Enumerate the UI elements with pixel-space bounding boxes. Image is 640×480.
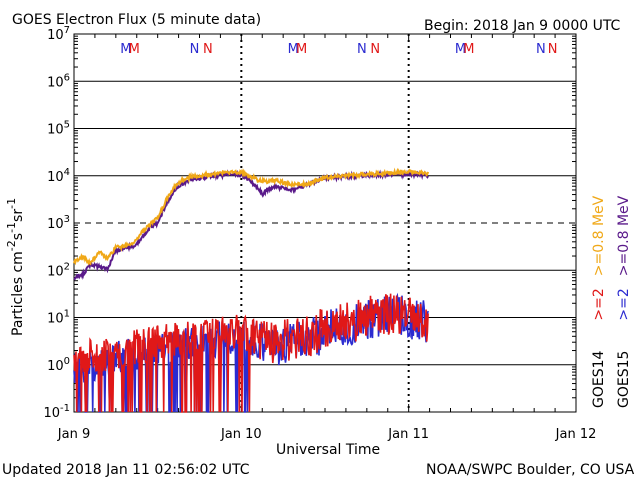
y-axis-label-sup2: -1 — [5, 222, 18, 233]
y-tick-base: 10 — [47, 28, 64, 43]
legend-goes15-08mev: >=0.8 MeV — [616, 195, 632, 276]
mn-marker-m: M — [129, 42, 140, 57]
y-tick-label: 104 — [47, 167, 70, 185]
y-tick-exponent: 0 — [64, 356, 70, 367]
y-tick-label: 101 — [47, 309, 70, 327]
y-tick-base: 10 — [47, 264, 64, 279]
mn-marker-m: M — [288, 42, 299, 57]
y-axis-label-sup3: -1 — [5, 198, 18, 209]
y-tick-base: 10 — [47, 217, 64, 232]
begin-label: Begin: 2018 Jan 9 0000 UTC — [424, 18, 621, 34]
y-tick-base: 10 — [47, 359, 64, 374]
y-tick-exponent: 5 — [64, 120, 70, 131]
chart-title: GOES Electron Flux (5 minute data) — [12, 12, 261, 28]
legend-goes15-2mev: >=2 — [616, 288, 632, 320]
y-axis-label-main: Particles cm — [10, 251, 26, 336]
mn-marker-layer: MM N N MM N N MM N N — [120, 42, 557, 57]
y-tick-label: 107 — [47, 25, 70, 43]
y-tick-label: 106 — [47, 72, 70, 90]
x-tick-label: Jan 12 — [555, 427, 597, 442]
x-tick-label: Jan 11 — [387, 427, 429, 442]
x-axis-label: Universal Time — [276, 442, 380, 458]
y-axis-label-s: s — [10, 233, 26, 240]
y-tick-exponent: 4 — [64, 167, 70, 178]
series-line-goes14-2-mev — [73, 293, 429, 413]
y-tick-base: 10 — [47, 123, 64, 138]
mn-marker-n: N — [357, 42, 367, 57]
mn-marker-m: M — [463, 42, 474, 57]
credit-label: NOAA/SWPC Boulder, CO USA — [426, 462, 635, 478]
mn-marker-m: M — [296, 42, 307, 57]
mn-marker-n: N — [203, 42, 213, 57]
legend-goes14-sat: GOES14 — [591, 350, 607, 408]
y-tick-base: 10 — [47, 75, 64, 90]
series-layer — [73, 167, 430, 413]
mn-marker-m: M — [120, 42, 131, 57]
x-tick-label: Jan 10 — [220, 427, 262, 442]
legend-goes15: GOES15 >=2 >=0.8 MeV — [616, 195, 632, 408]
y-tick-base: 10 — [47, 170, 64, 185]
y-tick-label: 100 — [47, 356, 70, 374]
y-tick-exponent: 2 — [64, 261, 70, 272]
mn-marker-n: N — [536, 42, 546, 57]
y-axis-label-sr: sr — [10, 209, 26, 222]
mn-marker-n: N — [548, 42, 558, 57]
updated-timestamp: Updated 2018 Jan 11 02:56:02 UTC — [2, 462, 250, 478]
x-tick-labels: Jan 9 Jan 10 Jan 11 Jan 12 — [57, 427, 597, 442]
y-tick-label: 10-1 — [43, 403, 70, 421]
legend-goes15-sat: GOES15 — [616, 351, 632, 408]
y-tick-exponent: 1 — [64, 309, 70, 320]
mn-marker-n: N — [190, 42, 200, 57]
legend: GOES14 >=2 >=0.8 MeV GOES15 >=2 >=0.8 MeV — [591, 195, 632, 408]
legend-goes14-2mev: >=2 — [591, 288, 607, 320]
y-tick-exponent: 6 — [64, 72, 70, 83]
series-line-goes14-0-8-mev — [73, 167, 430, 266]
y-axis-label: Particles cm-2s-1sr-1 — [5, 198, 26, 336]
series-line-goes15-0-8-mev — [73, 169, 429, 281]
legend-goes14: GOES14 >=2 >=0.8 MeV — [591, 195, 607, 408]
y-tick-exponent: 3 — [64, 214, 70, 225]
mn-marker-m: M — [455, 42, 466, 57]
x-tick-label: Jan 9 — [57, 427, 90, 442]
legend-goes14-08mev: >=0.8 MeV — [591, 195, 607, 276]
y-tick-exponent: -1 — [60, 403, 70, 414]
mn-marker-n: N — [370, 42, 380, 57]
y-tick-label: 105 — [47, 120, 70, 138]
y-tick-exponent: 7 — [64, 25, 70, 36]
y-tick-base: 10 — [47, 312, 64, 327]
y-tick-base: 10 — [43, 406, 60, 421]
y-axis-label-sup1: -2 — [5, 240, 18, 251]
y-tick-label: 102 — [47, 261, 70, 279]
y-tick-label: 103 — [47, 214, 70, 232]
